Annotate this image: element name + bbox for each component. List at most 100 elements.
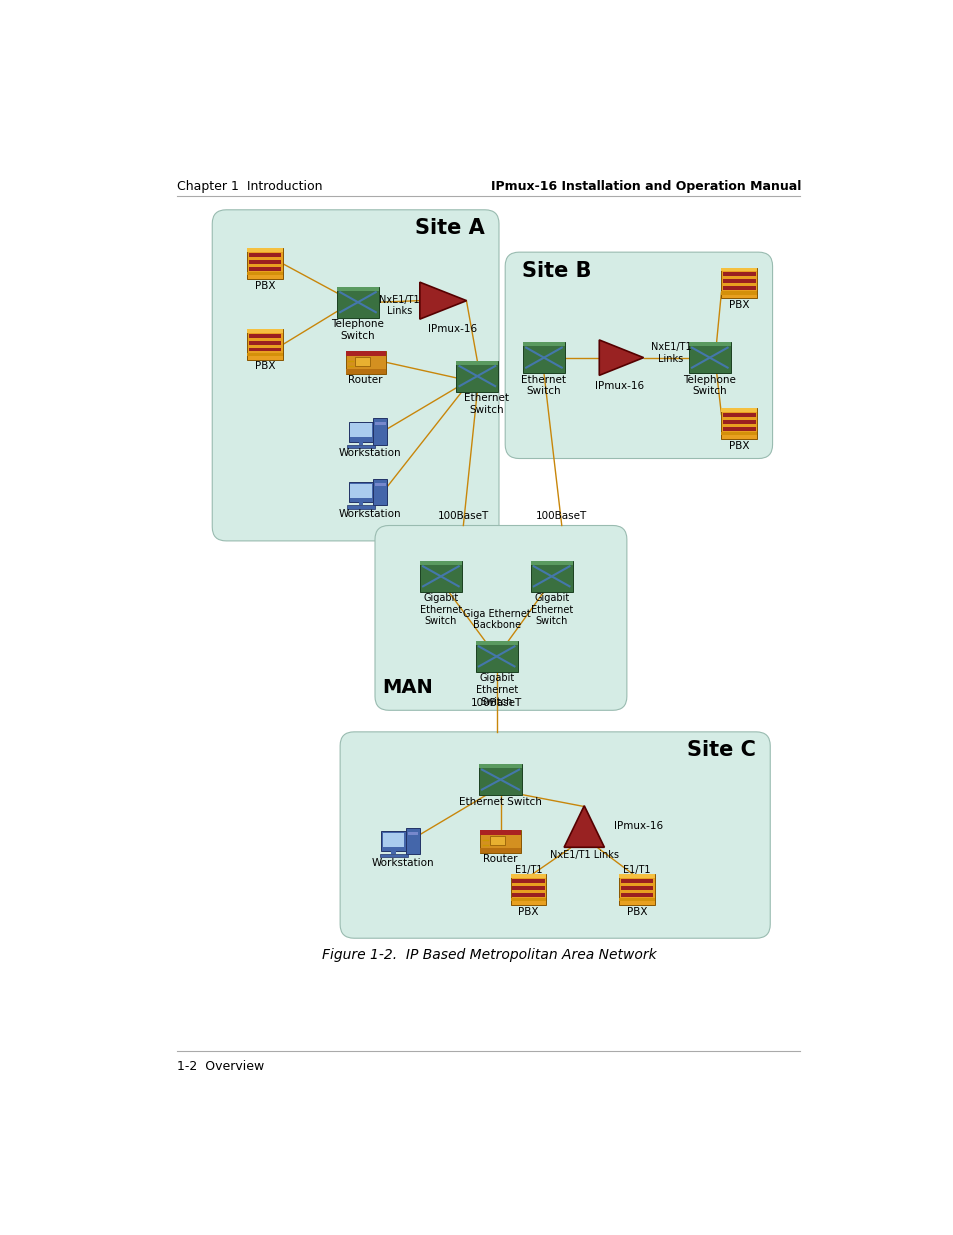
Bar <box>345 369 385 374</box>
Bar <box>476 668 517 672</box>
Text: Chapter 1  Introduction: Chapter 1 Introduction <box>177 180 322 193</box>
Bar <box>407 832 418 835</box>
Bar <box>480 830 520 835</box>
Bar <box>720 268 757 272</box>
Text: Telephone
Switch: Telephone Switch <box>682 374 736 396</box>
Text: Site B: Site B <box>521 261 591 280</box>
Text: E1/T1: E1/T1 <box>515 864 541 874</box>
Bar <box>358 503 363 505</box>
Text: 1-2  Overview: 1-2 Overview <box>177 1060 264 1072</box>
Bar <box>355 357 370 366</box>
Bar <box>478 764 521 795</box>
Text: IPmux-16: IPmux-16 <box>613 821 662 831</box>
Text: PBX: PBX <box>728 441 749 451</box>
Bar <box>249 267 281 270</box>
Text: Gigabit
Ethernet
Switch: Gigabit Ethernet Switch <box>530 593 572 626</box>
Bar <box>419 561 461 592</box>
Bar <box>510 898 546 905</box>
Text: Router: Router <box>483 855 517 864</box>
Bar <box>249 341 281 345</box>
Bar <box>522 342 564 346</box>
Bar <box>512 879 544 883</box>
Text: IPmux-16: IPmux-16 <box>595 380 644 390</box>
Bar <box>247 330 282 333</box>
Bar <box>419 588 461 592</box>
Text: Gigabit
Ethernet
Switch: Gigabit Ethernet Switch <box>475 673 517 706</box>
Bar <box>347 445 375 448</box>
Bar <box>688 369 730 373</box>
Bar <box>391 851 395 855</box>
Text: IPmux-16 Installation and Operation Manual: IPmux-16 Installation and Operation Manu… <box>491 180 801 193</box>
Bar <box>249 253 281 257</box>
Bar <box>247 248 282 252</box>
Bar <box>456 361 497 364</box>
Bar <box>620 885 653 889</box>
Text: Site C: Site C <box>687 740 756 761</box>
Bar <box>419 561 461 564</box>
Bar <box>720 432 757 436</box>
Bar <box>348 421 373 442</box>
Text: Ethernet
Switch: Ethernet Switch <box>521 374 566 396</box>
FancyBboxPatch shape <box>212 210 498 541</box>
Bar <box>345 351 385 356</box>
Text: IPmux-16: IPmux-16 <box>428 324 476 333</box>
Bar <box>375 422 385 425</box>
Bar <box>512 885 544 889</box>
Text: Giga Ethernet
Backbone: Giga Ethernet Backbone <box>462 609 530 630</box>
Bar <box>249 259 281 264</box>
Bar <box>381 831 406 851</box>
FancyBboxPatch shape <box>340 732 769 939</box>
Bar <box>720 409 757 440</box>
Bar <box>618 898 654 905</box>
Bar <box>620 879 653 883</box>
Bar <box>347 505 375 509</box>
Bar <box>382 832 404 846</box>
Bar <box>722 279 755 283</box>
Text: Workstation: Workstation <box>338 448 401 458</box>
Polygon shape <box>598 340 643 375</box>
Bar <box>620 893 653 897</box>
Bar <box>336 314 378 317</box>
Bar <box>247 353 282 359</box>
Bar <box>720 268 757 299</box>
Bar <box>247 248 282 279</box>
Bar <box>512 893 544 897</box>
Text: NxE1/T1 Links: NxE1/T1 Links <box>549 851 618 861</box>
Bar <box>358 442 363 445</box>
Bar <box>456 361 497 391</box>
Bar <box>478 792 521 795</box>
Bar <box>522 342 564 373</box>
Text: Workstation: Workstation <box>372 858 434 868</box>
Bar <box>522 369 564 373</box>
Bar <box>618 874 654 878</box>
Bar <box>476 641 517 645</box>
Bar <box>720 291 757 294</box>
Bar <box>510 898 546 902</box>
Text: Gigabit
Ethernet
Switch: Gigabit Ethernet Switch <box>419 593 461 626</box>
Text: 100BaseT: 100BaseT <box>437 511 489 521</box>
Bar <box>722 287 755 290</box>
Text: PBX: PBX <box>254 362 274 372</box>
Bar <box>406 829 419 855</box>
Text: E1/T1: E1/T1 <box>622 864 650 874</box>
Bar <box>489 836 505 845</box>
Text: Ethernet Switch: Ethernet Switch <box>458 797 541 806</box>
Text: PBX: PBX <box>517 906 538 916</box>
Text: Site A: Site A <box>415 219 484 238</box>
Bar <box>373 479 387 505</box>
Text: Workstation: Workstation <box>338 509 401 520</box>
Bar <box>345 351 385 374</box>
Bar <box>456 388 497 391</box>
Bar <box>480 830 520 852</box>
Bar <box>373 419 387 445</box>
Bar <box>247 272 282 275</box>
Bar <box>530 561 572 592</box>
Bar <box>722 272 755 275</box>
Bar <box>379 855 407 857</box>
Text: Telephone
Switch: Telephone Switch <box>331 319 384 341</box>
Bar <box>476 641 517 672</box>
Text: NxE1/T1
Links: NxE1/T1 Links <box>379 294 419 316</box>
Bar <box>480 848 520 852</box>
Bar <box>247 330 282 359</box>
Bar <box>375 483 385 487</box>
